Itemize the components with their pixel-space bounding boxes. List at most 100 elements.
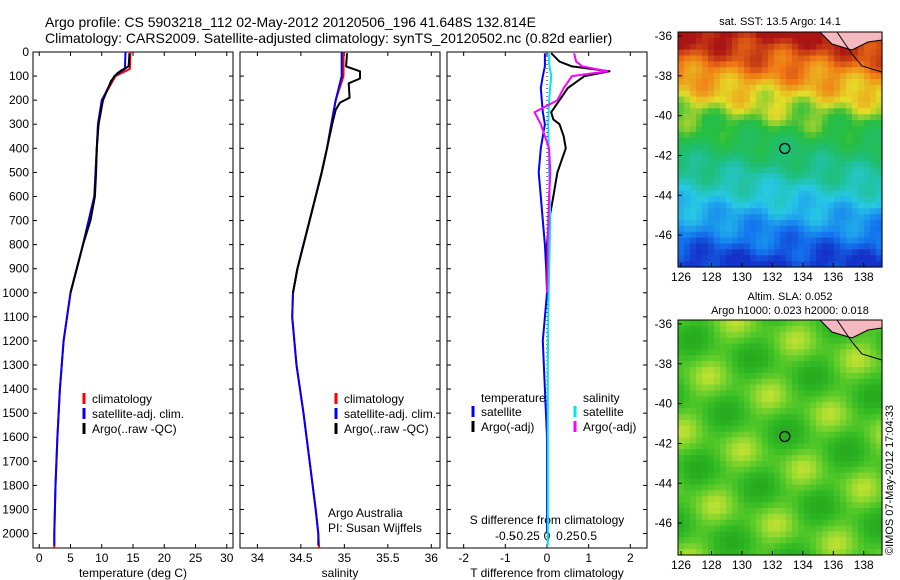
map-cell	[846, 137, 853, 145]
map-cell	[864, 472, 871, 480]
map-cell	[738, 331, 745, 339]
map-cell	[768, 519, 775, 527]
map-cell	[708, 84, 715, 92]
lon-tick-label: 132	[762, 558, 782, 572]
map-cell	[846, 208, 853, 215]
map-cell	[816, 231, 823, 239]
map-cell	[732, 37, 739, 45]
map-cell	[756, 349, 763, 356]
map-cell	[720, 55, 727, 62]
map-cell	[714, 79, 721, 86]
institution-label: Argo Australia	[328, 506, 403, 520]
map-cell	[834, 61, 841, 68]
map-cell	[828, 131, 835, 139]
map-cell	[840, 114, 847, 121]
map-cell	[852, 108, 859, 115]
map-cell	[684, 90, 691, 98]
map-cell	[828, 220, 835, 227]
map-cell	[822, 173, 829, 180]
map-cell	[696, 225, 703, 233]
map-cell	[684, 461, 691, 468]
map-cell	[876, 549, 883, 556]
map-cell	[768, 390, 775, 397]
map-cell	[684, 390, 691, 397]
map-cell	[750, 513, 757, 521]
map-cell	[864, 225, 871, 233]
map-cell	[780, 496, 787, 503]
map-cell	[804, 425, 811, 433]
map-cell	[756, 325, 763, 333]
map-cell	[744, 455, 751, 462]
map-cell	[822, 131, 829, 139]
map-cell	[720, 79, 727, 86]
map-cell	[714, 184, 721, 192]
map-cell	[840, 220, 847, 227]
map-cell	[768, 337, 775, 345]
map-cell	[798, 496, 805, 503]
map-cell	[762, 155, 769, 162]
map-cell	[774, 196, 781, 203]
map-cell	[768, 361, 775, 368]
map-cell	[708, 49, 715, 57]
map-cell	[684, 337, 691, 345]
map-cell	[762, 43, 769, 51]
x-tick-label: -1	[500, 551, 511, 565]
map-cell	[852, 490, 859, 497]
map-cell	[768, 120, 775, 127]
map-cell	[726, 320, 733, 327]
map-cell	[708, 225, 715, 233]
legend-label: climatology	[92, 392, 152, 406]
map-cell	[714, 396, 721, 403]
map-cell	[828, 372, 835, 380]
map-cell	[786, 96, 793, 104]
map-cell	[840, 61, 847, 68]
map-cell	[738, 349, 745, 356]
map-cell	[762, 202, 769, 209]
map-cell	[816, 443, 823, 450]
map-cell	[822, 184, 829, 192]
map-cell	[708, 114, 715, 121]
map-cell	[756, 231, 763, 239]
map-cell	[876, 202, 883, 209]
map-cell	[810, 378, 817, 386]
map-cell	[804, 519, 811, 527]
map-cell	[852, 367, 859, 374]
map-cell	[774, 261, 781, 268]
map-cell	[720, 190, 727, 198]
map-cell	[786, 472, 793, 480]
map-cell	[702, 396, 709, 403]
map-cell	[792, 67, 799, 74]
map-cell	[720, 261, 727, 268]
map-cell	[750, 149, 757, 156]
map-cell	[720, 102, 727, 109]
map-cell	[678, 461, 685, 468]
map-cell	[744, 372, 751, 380]
map-cell	[702, 355, 709, 362]
map-cell	[840, 255, 847, 262]
map-cell	[696, 37, 703, 45]
map-cell	[834, 549, 841, 556]
map-cell	[876, 61, 883, 68]
map-cell	[816, 484, 823, 491]
x-tick-label: 34.5	[289, 551, 313, 565]
s-tick-label: 0.5	[580, 529, 597, 543]
map-cell	[678, 167, 685, 174]
map-cell	[690, 79, 697, 86]
map-cell	[702, 496, 709, 503]
map-cell	[696, 396, 703, 403]
map-cell	[774, 120, 781, 127]
map-cell	[810, 208, 817, 215]
map-cell	[756, 190, 763, 198]
map-cell	[702, 337, 709, 345]
map-cell	[690, 443, 697, 450]
map-cell	[756, 43, 763, 51]
map-cell	[816, 425, 823, 433]
map-cell	[876, 255, 883, 262]
map-cell	[834, 478, 841, 486]
map-cell	[804, 361, 811, 368]
map-cell	[702, 214, 709, 221]
map-cell	[774, 61, 781, 68]
map-cell	[774, 220, 781, 227]
map-cell	[678, 214, 685, 221]
map-cell	[750, 243, 757, 250]
